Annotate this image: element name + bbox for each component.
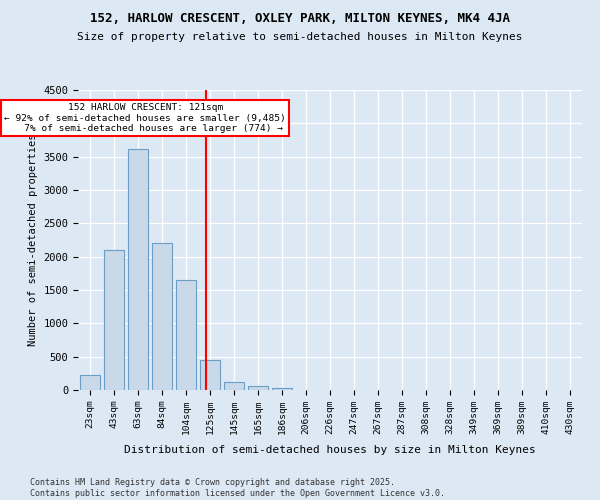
Text: 152 HARLOW CRESCENT: 121sqm
← 92% of semi-detached houses are smaller (9,485)
  : 152 HARLOW CRESCENT: 121sqm ← 92% of sem… <box>4 104 286 133</box>
Bar <box>176 280 196 390</box>
Bar <box>224 382 244 390</box>
Bar <box>200 360 220 390</box>
Bar <box>152 244 172 390</box>
Bar <box>80 374 100 390</box>
Text: Size of property relative to semi-detached houses in Milton Keynes: Size of property relative to semi-detach… <box>77 32 523 42</box>
Text: 152, HARLOW CRESCENT, OXLEY PARK, MILTON KEYNES, MK4 4JA: 152, HARLOW CRESCENT, OXLEY PARK, MILTON… <box>90 12 510 26</box>
X-axis label: Distribution of semi-detached houses by size in Milton Keynes: Distribution of semi-detached houses by … <box>124 446 536 456</box>
Bar <box>128 148 148 390</box>
Bar <box>272 388 292 390</box>
Y-axis label: Number of semi-detached properties: Number of semi-detached properties <box>28 134 38 346</box>
Text: Contains HM Land Registry data © Crown copyright and database right 2025.
Contai: Contains HM Land Registry data © Crown c… <box>30 478 445 498</box>
Bar <box>104 250 124 390</box>
Bar <box>248 386 268 390</box>
